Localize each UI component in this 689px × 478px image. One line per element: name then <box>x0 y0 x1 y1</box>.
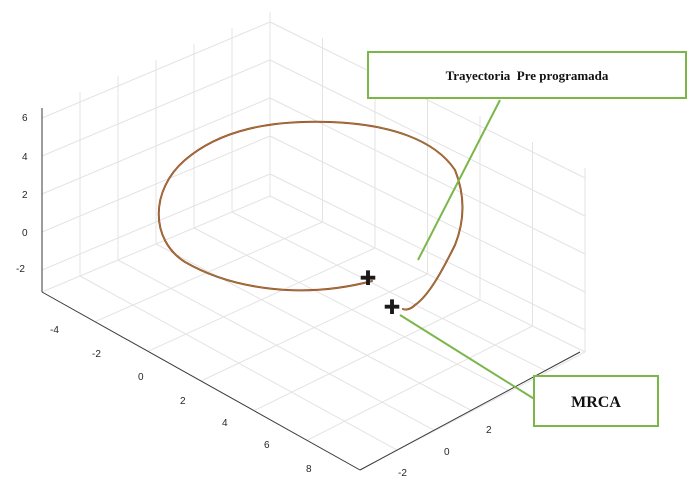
callout-layer: Trayectoria Pre programada MRCA <box>367 51 687 427</box>
grid-line <box>41 173 271 271</box>
x-tick-label: 0 <box>138 372 144 383</box>
mrca-annotation-box <box>533 375 659 427</box>
trajectory-annotation-label: Trayectoria Pre programada <box>446 68 609 83</box>
y-axis-line <box>359 351 581 471</box>
x-tick-labels: -4 -2 0 2 4 6 8 <box>50 325 312 475</box>
grid-line <box>41 59 271 157</box>
z-tick-label: 0 <box>22 228 28 239</box>
trajectory-callout-line <box>417 99 501 261</box>
x-tick-label: -2 <box>92 349 101 360</box>
mrca-marker: ✚ <box>384 297 401 319</box>
grid-line <box>269 59 586 217</box>
grid-line <box>269 135 586 293</box>
axis-layer <box>41 108 581 471</box>
trajectory-curve-inner <box>158 121 463 310</box>
y-tick-labels: -2 0 2 <box>398 425 492 478</box>
grid-line <box>41 195 271 293</box>
grid-line <box>41 21 271 119</box>
grid-line <box>253 299 481 412</box>
x-tick-label: 6 <box>264 440 270 451</box>
start-marker: ✚ <box>360 268 377 290</box>
grid-line <box>306 325 533 441</box>
trajectory-annotation-box <box>367 51 687 99</box>
mrca-annotation-label: MRCA <box>571 394 621 411</box>
y-tick-label: -2 <box>398 468 407 478</box>
z-tick-labels: 6 4 2 0 -2 <box>16 113 28 275</box>
grid-line <box>200 273 428 382</box>
z-tick-label: 2 <box>22 190 28 201</box>
grid-line <box>41 97 271 195</box>
z-tick-label: 6 <box>22 113 28 124</box>
marker-layer: ✚ ✚ <box>360 268 401 319</box>
x-axis-line <box>41 291 361 471</box>
trajectory-layer <box>157 120 464 311</box>
x-tick-label: 4 <box>222 418 228 429</box>
grid-line <box>94 221 323 323</box>
y-tick-label: 0 <box>444 447 450 458</box>
x-tick-label: 2 <box>180 396 186 407</box>
x-tick-label: 8 <box>306 464 312 475</box>
y-tick-label: 2 <box>486 425 492 436</box>
grid-line <box>269 173 586 331</box>
x-tick-label: -4 <box>50 325 59 336</box>
grid-line <box>269 97 586 255</box>
z-tick-label: 4 <box>22 152 28 163</box>
mrca-callout-line <box>399 314 537 401</box>
grid-line <box>41 135 271 233</box>
grid-line <box>147 247 376 352</box>
grid-line <box>269 21 586 179</box>
z-tick-label: -2 <box>16 264 25 275</box>
